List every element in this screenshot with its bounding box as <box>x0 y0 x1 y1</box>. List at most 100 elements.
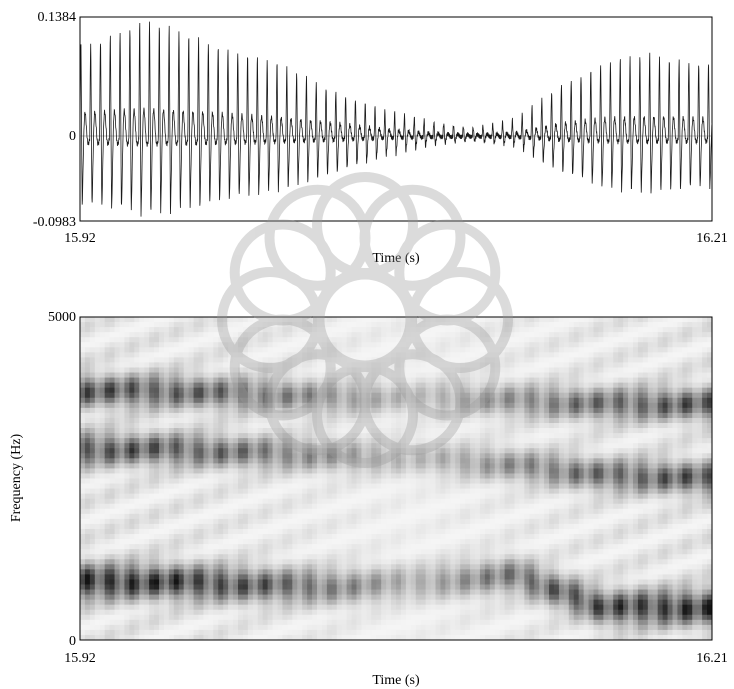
spectrogram-cell <box>341 448 348 454</box>
spectrogram-cell <box>336 362 343 369</box>
spectrogram-cell <box>341 549 348 555</box>
spectrogram-cell <box>361 544 367 550</box>
spectrogram-cell <box>188 422 195 429</box>
spectrogram-cell <box>173 498 180 505</box>
spectrogram-cell <box>168 342 175 348</box>
spectrogram-cell <box>391 397 397 404</box>
spectrogram-cell <box>129 554 135 560</box>
spectrogram-cell <box>247 614 254 621</box>
spectrogram-cell <box>149 508 155 515</box>
spectrogram-cell <box>356 604 363 611</box>
spectrogram-cell <box>163 322 170 328</box>
spectrogram-cell <box>376 392 382 399</box>
spectrogram-cell <box>267 599 274 606</box>
spectrogram-cell <box>391 327 397 333</box>
spectrogram-cell <box>460 458 466 464</box>
spectrogram-cell <box>124 584 130 591</box>
spectrogram-cell <box>405 518 412 525</box>
spectrogram-cell <box>94 478 101 485</box>
spectrogram-cell <box>208 412 214 419</box>
spectrogram-cell <box>302 579 308 586</box>
spectrogram-cell <box>84 498 91 505</box>
spectrogram-cell <box>356 372 363 379</box>
spectrogram-cell <box>262 337 269 343</box>
spectrogram-cell <box>223 508 229 515</box>
spectrogram-cell <box>455 402 461 409</box>
spectrogram-cell <box>405 392 412 399</box>
spectrogram-cell <box>139 498 145 505</box>
spectrogram-cell <box>371 518 377 525</box>
spectrogram-cell <box>346 387 353 394</box>
spectrogram-cell <box>356 407 363 414</box>
spectrogram-cell <box>114 337 121 343</box>
spectrogram-cell <box>233 549 239 555</box>
spectrogram-cell <box>450 387 456 394</box>
spectrogram-cell <box>109 604 116 611</box>
spectrogram-cell <box>84 619 91 626</box>
spectrogram-cell <box>312 337 318 343</box>
spectrogram-cell <box>302 534 308 540</box>
spectrogram-cell <box>282 544 288 550</box>
spectrogram-cell <box>139 332 145 338</box>
spectrogram-cell <box>430 322 437 328</box>
spectrogram-cell <box>228 629 234 636</box>
spectrogram-cell <box>252 458 259 464</box>
spectrogram-cell <box>425 619 432 626</box>
spectrogram-cell <box>159 569 165 575</box>
spectrogram-cell <box>376 609 382 616</box>
spectrogram-cell <box>134 574 140 581</box>
spectrogram-cell <box>356 428 363 434</box>
spectrogram-cell <box>326 478 333 485</box>
spectrogram-cell <box>154 564 160 570</box>
spectrogram-cell <box>445 534 451 540</box>
spectrogram-cell <box>400 453 407 459</box>
spectrogram-cell <box>430 619 437 626</box>
spectrogram-cell <box>168 503 175 510</box>
spectrogram-cell <box>84 513 91 520</box>
spectrogram-cell <box>405 478 412 485</box>
spectrogram-cell <box>139 342 145 348</box>
spectrogram-cell <box>159 382 165 389</box>
spectrogram-cell <box>129 392 135 399</box>
spectrogram-cell <box>139 594 145 601</box>
spectrogram-cell <box>154 554 160 560</box>
spectrogram-cell <box>391 317 397 323</box>
spectrogram-cell <box>415 463 422 470</box>
spectrogram-cell <box>159 624 165 631</box>
spectrogram-cell <box>124 483 130 490</box>
spectrogram-cell <box>119 463 126 470</box>
spectrogram-cell <box>218 518 224 525</box>
spectrogram-cell <box>331 372 338 379</box>
spectrogram-cell <box>297 619 303 626</box>
spectrogram-cell <box>307 327 313 333</box>
spectrogram-cell <box>371 584 377 591</box>
spectrogram-cell <box>203 412 209 419</box>
spectrogram-cell <box>193 317 200 323</box>
spectrogram-cell <box>139 503 145 510</box>
spectrogram-cell <box>381 412 387 419</box>
spectrogram-cell <box>188 332 195 338</box>
spectrogram-cell <box>336 513 343 520</box>
spectrogram-cell <box>104 498 111 505</box>
spectrogram-cell <box>94 528 101 535</box>
spectrogram-cell <box>455 534 461 540</box>
spectrogram-cell <box>376 438 382 444</box>
spectrogram-cell <box>282 317 288 323</box>
spectrogram-cell <box>154 624 160 631</box>
spectrogram-cell <box>134 332 140 338</box>
spectrogram-cell <box>415 322 422 328</box>
spectrogram-cell <box>450 559 456 565</box>
spectrogram-cell <box>193 493 200 500</box>
spectrogram-cell <box>445 357 451 364</box>
spectrogram-cell <box>257 493 264 500</box>
spectrogram-cell <box>213 604 219 611</box>
spectrogram-cell <box>272 422 279 429</box>
spectrogram-cell <box>262 594 269 601</box>
spectrogram-cell <box>129 458 135 464</box>
spectrogram-cell <box>331 544 338 550</box>
spectrogram-cell <box>326 412 333 419</box>
spectrogram-cell <box>277 352 284 358</box>
spectrogram-cell <box>262 433 269 439</box>
spectrogram-cell <box>173 397 180 404</box>
spectrogram-cell <box>351 433 358 439</box>
